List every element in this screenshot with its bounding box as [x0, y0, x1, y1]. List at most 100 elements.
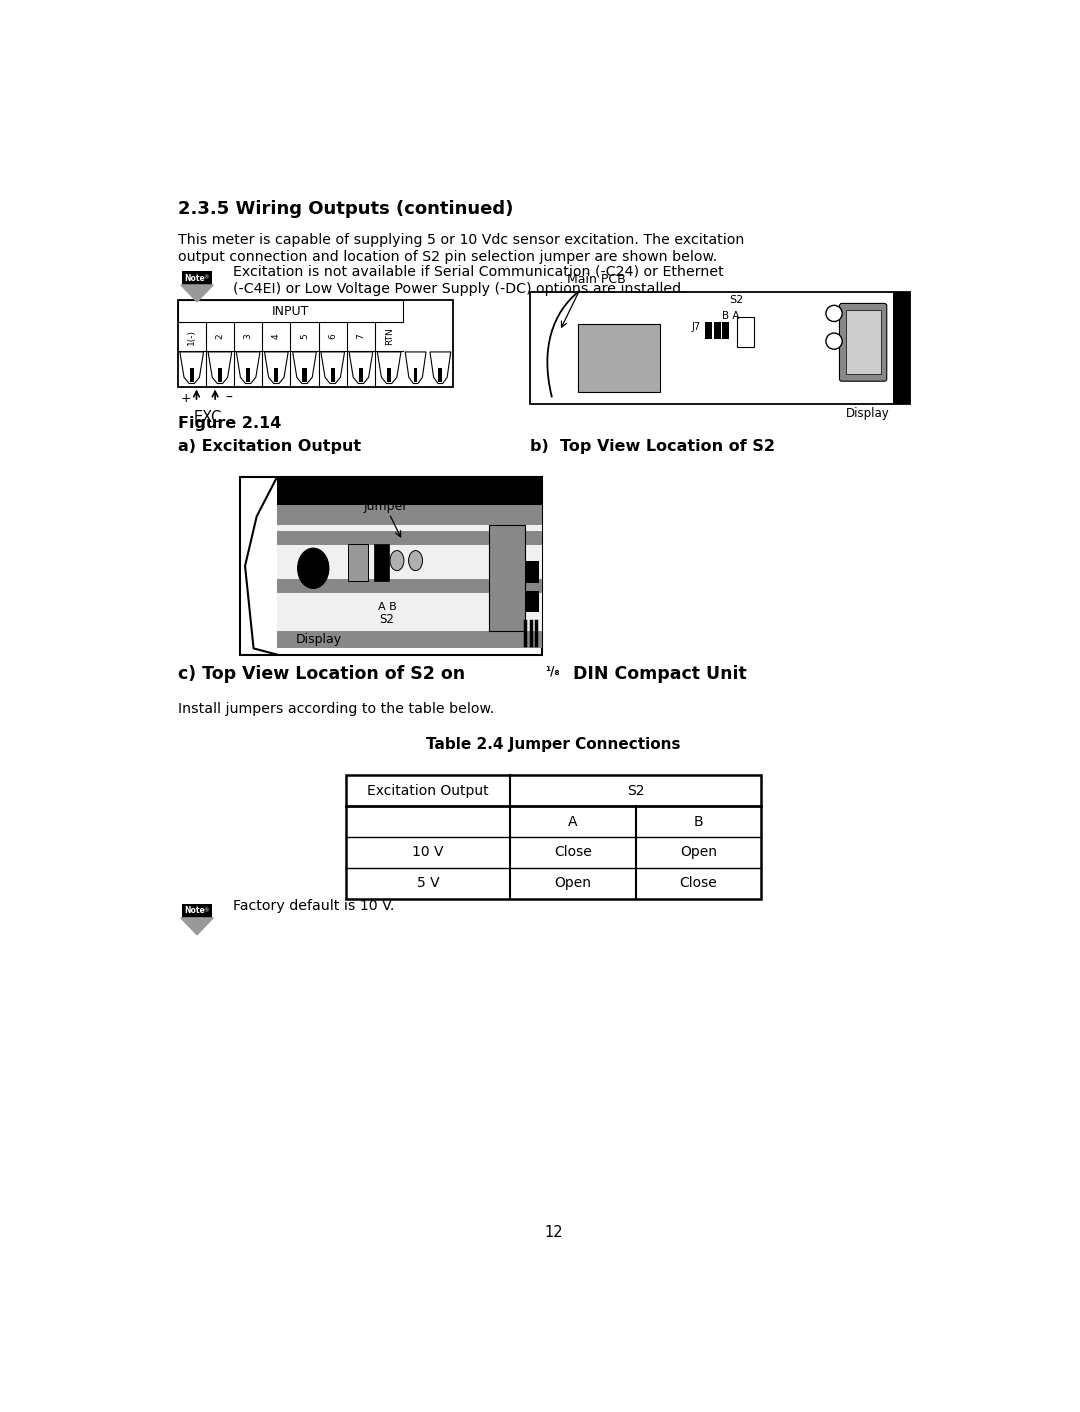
Text: Main PCB: Main PCB — [567, 273, 626, 285]
Bar — [246, 369, 251, 383]
Polygon shape — [180, 918, 213, 935]
Text: output connection and location of S2 pin selection jumper are shown below.: output connection and location of S2 pin… — [177, 250, 717, 264]
Bar — [346, 775, 761, 806]
Bar — [177, 301, 403, 322]
Text: 6: 6 — [328, 333, 337, 339]
Bar — [183, 904, 212, 918]
Polygon shape — [430, 352, 450, 384]
Bar — [330, 369, 335, 383]
Text: –: – — [226, 391, 232, 405]
Text: Close: Close — [554, 846, 592, 860]
Text: S2: S2 — [729, 295, 744, 305]
Bar — [276, 579, 542, 593]
Polygon shape — [349, 352, 373, 384]
Text: Display: Display — [296, 633, 341, 645]
Text: Jumper: Jumper — [363, 500, 407, 513]
Ellipse shape — [390, 551, 404, 570]
Bar — [704, 322, 712, 339]
Text: 2.3.5 Wiring Outputs (continued): 2.3.5 Wiring Outputs (continued) — [177, 201, 513, 219]
Text: 5 V: 5 V — [417, 877, 440, 890]
Text: Figure 2.14: Figure 2.14 — [177, 417, 281, 431]
Text: Close: Close — [679, 877, 717, 890]
Bar — [438, 369, 442, 383]
Text: a) Excitation Output: a) Excitation Output — [177, 439, 361, 453]
Circle shape — [826, 333, 842, 349]
Text: 10 V: 10 V — [413, 846, 444, 860]
Bar — [414, 369, 418, 383]
Polygon shape — [180, 352, 203, 384]
Polygon shape — [265, 352, 288, 384]
Bar — [276, 477, 542, 505]
Text: A B: A B — [378, 602, 396, 611]
Text: RTN: RTN — [384, 328, 393, 346]
Bar — [525, 562, 539, 583]
Text: J7: J7 — [691, 322, 701, 332]
Bar — [218, 369, 222, 383]
Text: S2: S2 — [626, 784, 645, 798]
Text: 5: 5 — [300, 333, 309, 339]
Bar — [714, 322, 720, 339]
Text: This meter is capable of supplying 5 or 10 Vdc sensor excitation. The excitation: This meter is capable of supplying 5 or … — [177, 233, 744, 247]
Text: 3: 3 — [244, 333, 253, 339]
Bar — [723, 322, 729, 339]
Bar — [240, 477, 542, 655]
Bar — [183, 271, 212, 285]
Polygon shape — [208, 352, 232, 384]
Bar — [276, 505, 542, 525]
Bar — [359, 369, 363, 383]
Text: c) Top View Location of S2 on: c) Top View Location of S2 on — [177, 665, 471, 683]
Text: A: A — [568, 815, 578, 829]
Ellipse shape — [298, 548, 328, 589]
Text: 7: 7 — [356, 333, 365, 339]
Text: ®: ® — [203, 908, 210, 914]
Text: b)  Top View Location of S2: b) Top View Location of S2 — [530, 439, 775, 453]
Bar — [893, 292, 910, 404]
Text: Open: Open — [554, 877, 592, 890]
Bar — [276, 531, 542, 545]
Polygon shape — [405, 352, 426, 384]
Text: B: B — [693, 815, 703, 829]
Text: 2: 2 — [215, 333, 225, 339]
Bar — [489, 525, 525, 631]
Bar — [846, 311, 880, 374]
Bar — [276, 631, 542, 648]
Text: Display: Display — [846, 408, 889, 421]
Polygon shape — [293, 352, 316, 384]
Bar — [530, 292, 910, 404]
Text: Note: Note — [185, 274, 205, 282]
Text: INPUT: INPUT — [272, 305, 309, 318]
Text: 4: 4 — [272, 333, 281, 339]
Bar — [374, 544, 389, 580]
Text: Note: Note — [185, 907, 205, 915]
Text: ®: ® — [203, 275, 210, 281]
Text: Table 2.4 Jumper Connections: Table 2.4 Jumper Connections — [427, 737, 680, 753]
FancyBboxPatch shape — [839, 304, 887, 381]
Bar — [578, 325, 660, 393]
Text: 12: 12 — [544, 1224, 563, 1240]
Bar — [348, 544, 367, 580]
Bar — [346, 806, 761, 837]
Bar — [190, 369, 193, 383]
Text: EXC: EXC — [193, 409, 221, 425]
Bar — [525, 590, 539, 613]
Text: ¹/₈: ¹/₈ — [545, 665, 561, 678]
Bar — [346, 775, 761, 898]
Text: +: + — [180, 391, 191, 405]
Bar — [346, 868, 761, 898]
Text: S2: S2 — [379, 613, 394, 626]
Text: Excitation is not available if Serial Communication (-C24) or Ethernet: Excitation is not available if Serial Co… — [233, 265, 725, 280]
Text: DIN Compact Unit: DIN Compact Unit — [567, 665, 746, 683]
Text: Open: Open — [680, 846, 717, 860]
Circle shape — [826, 305, 842, 322]
Bar — [177, 301, 453, 387]
Text: Excitation Output: Excitation Output — [367, 784, 489, 798]
Bar — [387, 369, 391, 383]
Polygon shape — [180, 285, 213, 302]
Text: B A: B A — [721, 311, 739, 321]
Bar — [302, 369, 307, 383]
Ellipse shape — [408, 551, 422, 570]
Polygon shape — [237, 352, 260, 384]
Bar — [346, 837, 761, 868]
Polygon shape — [321, 352, 345, 384]
Text: Factory default is 10 V.: Factory default is 10 V. — [233, 898, 395, 912]
